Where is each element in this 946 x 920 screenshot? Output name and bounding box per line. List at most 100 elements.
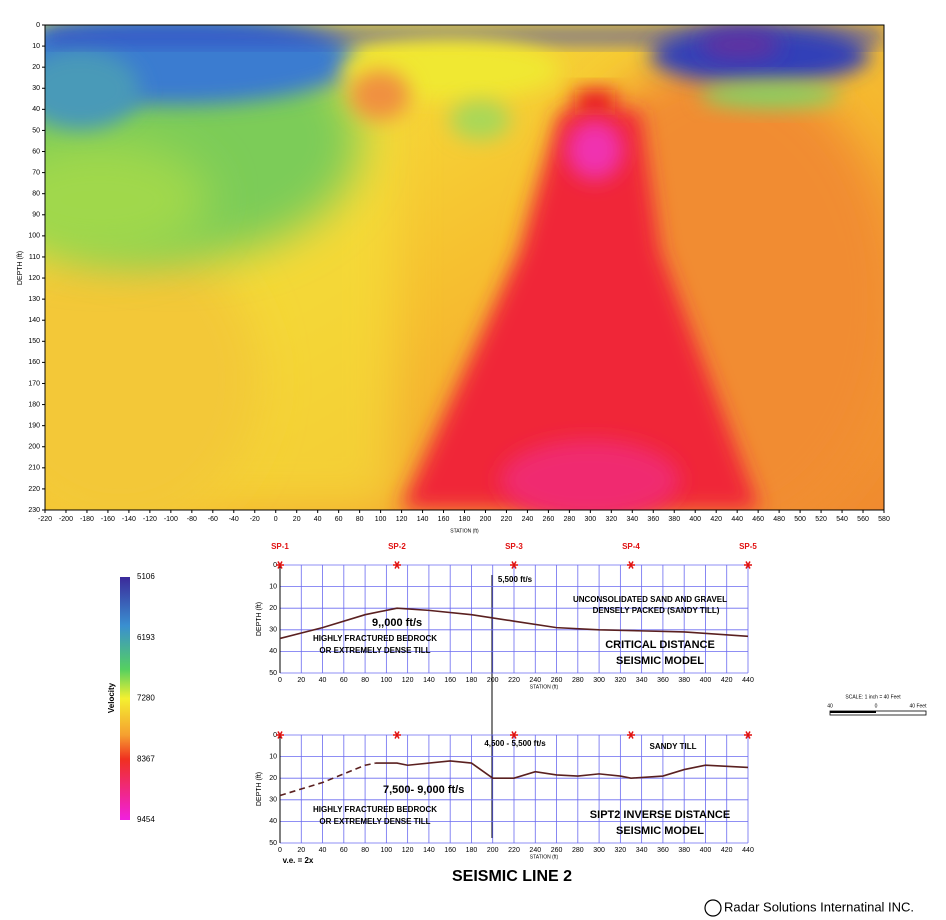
x-tick-label: 260	[543, 516, 555, 523]
x-tick-label: 420	[710, 516, 722, 523]
colorbar-tick-label: 6193	[137, 633, 155, 642]
shot-point-marker	[745, 731, 751, 739]
x-tick-label: 320	[615, 677, 627, 684]
shot-point-label: SP-2	[388, 542, 406, 551]
x-tick-label: 400	[700, 847, 712, 854]
shot-point-marker	[394, 561, 400, 569]
x-tick-label: 80	[361, 847, 369, 854]
x-tick-label: 240	[529, 847, 541, 854]
models: 0 20 40 60 80 100 120 140 160 180 200 220 240 260 280 3…	[256, 542, 758, 860]
y-tick-label: 150	[28, 338, 40, 345]
x-tick-label: -160	[101, 516, 115, 523]
scale-label: 40	[827, 703, 833, 709]
x-tick-label: -100	[164, 516, 178, 523]
y-tick-label: 140	[28, 317, 40, 324]
x-tick-label: 220	[501, 516, 513, 523]
x-tick-label: 520	[815, 516, 827, 523]
x-tick-label: 360	[657, 677, 669, 684]
annotation: OR EXTREMELY DENSE TILL	[319, 646, 430, 655]
vertical-exaggeration: v.e. = 2x	[283, 856, 314, 865]
x-tick-label: 560	[857, 516, 869, 523]
x-tick-label: 120	[402, 847, 414, 854]
annotation: SIPT2 INVERSE DISTANCE	[590, 809, 730, 821]
x-tick-label: 400	[689, 516, 701, 523]
x-axis-title: STATION (ft)	[530, 684, 559, 690]
x-tick-label: 100	[375, 516, 387, 523]
x-tick-label: 320	[605, 516, 617, 523]
x-tick-label: -180	[80, 516, 94, 523]
x-tick-label: 500	[794, 516, 806, 523]
x-tick-label: 100	[381, 677, 393, 684]
annotation: HIGHLY FRACTURED BEDROCK	[313, 634, 437, 643]
velocity-field	[45, 25, 884, 510]
x-tick-label: 160	[438, 516, 450, 523]
y-tick-label: 10	[32, 43, 40, 50]
shot-point-marker	[745, 561, 751, 569]
annotation: 4,500 - 5,500 ft/s	[484, 739, 546, 748]
y-tick-label: 180	[28, 401, 40, 408]
velocity-boundary	[279, 607, 749, 640]
y-tick-label: 100	[28, 233, 40, 240]
y-tick-label: 20	[269, 605, 277, 612]
x-tick-label: 240	[529, 677, 541, 684]
annotation: SEISMIC MODEL	[616, 825, 704, 837]
x-axis-title: STATION (ft)	[530, 854, 559, 860]
x-tick-label: 240	[522, 516, 534, 523]
x-tick-label: 40	[319, 677, 327, 684]
x-tick-label: 340	[636, 847, 648, 854]
y-tick-label: 220	[28, 486, 40, 493]
y-tick-label: 80	[32, 191, 40, 198]
x-tick-label: 160	[444, 677, 456, 684]
x-tick-label: 180	[466, 847, 478, 854]
x-tick-label: 80	[356, 516, 364, 523]
y-tick-label: 210	[28, 465, 40, 472]
y-tick-label: 40	[32, 106, 40, 113]
x-tick-label: 380	[678, 847, 690, 854]
y-axis-title: DEPTH (ft)	[256, 772, 263, 806]
y-tick-label: 50	[269, 840, 277, 847]
y-tick-label: 160	[28, 359, 40, 366]
x-tick-label: 260	[551, 847, 563, 854]
x-tick-label: -20	[250, 516, 260, 523]
colorbar-tick-label: 7280	[137, 694, 155, 703]
y-tick-label: 30	[269, 627, 277, 634]
x-tick-label: -200	[59, 516, 73, 523]
x-tick-label: 380	[668, 516, 680, 523]
x-tick-label: 0	[278, 847, 282, 854]
copyright-symbol	[704, 899, 722, 917]
shot-point-marker	[511, 561, 517, 569]
y-tick-label: 0	[36, 22, 40, 29]
y-tick-label: 60	[32, 148, 40, 155]
x-tick-label: 20	[297, 677, 305, 684]
scale-label: 40 Feet	[910, 703, 928, 709]
x-tick-label: -140	[122, 516, 136, 523]
x-tick-label: 380	[678, 677, 690, 684]
x-tick-label: -220	[38, 516, 52, 523]
x-tick-label: 440	[731, 516, 743, 523]
x-tick-label: 300	[585, 516, 597, 523]
annotation: 9,,000 ft/s	[372, 617, 422, 629]
x-tick-label: 200	[480, 516, 492, 523]
x-tick-label: -120	[143, 516, 157, 523]
x-tick-label: 280	[564, 516, 576, 523]
y-tick-label: 200	[28, 444, 40, 451]
x-tick-label: 40	[314, 516, 322, 523]
x-tick-label: -80	[187, 516, 197, 523]
x-tick-label: -40	[229, 516, 239, 523]
x-tick-label: 340	[626, 516, 638, 523]
annotation: OR EXTREMELY DENSE TILL	[319, 817, 430, 826]
scale-label: 0	[875, 703, 878, 709]
x-tick-label: 0	[278, 677, 282, 684]
shot-point-marker	[628, 561, 634, 569]
y-tick-label: 20	[32, 64, 40, 71]
y-tick-label: 0	[273, 562, 277, 569]
y-tick-label: 170	[28, 380, 40, 387]
x-tick-label: 140	[423, 847, 435, 854]
colorbar	[120, 577, 130, 820]
x-tick-label: 420	[721, 677, 733, 684]
velocity-boundary	[375, 760, 749, 780]
x-tick-label: 340	[636, 677, 648, 684]
annotation: SEISMIC MODEL	[616, 655, 704, 667]
y-tick-label: 20	[269, 775, 277, 782]
